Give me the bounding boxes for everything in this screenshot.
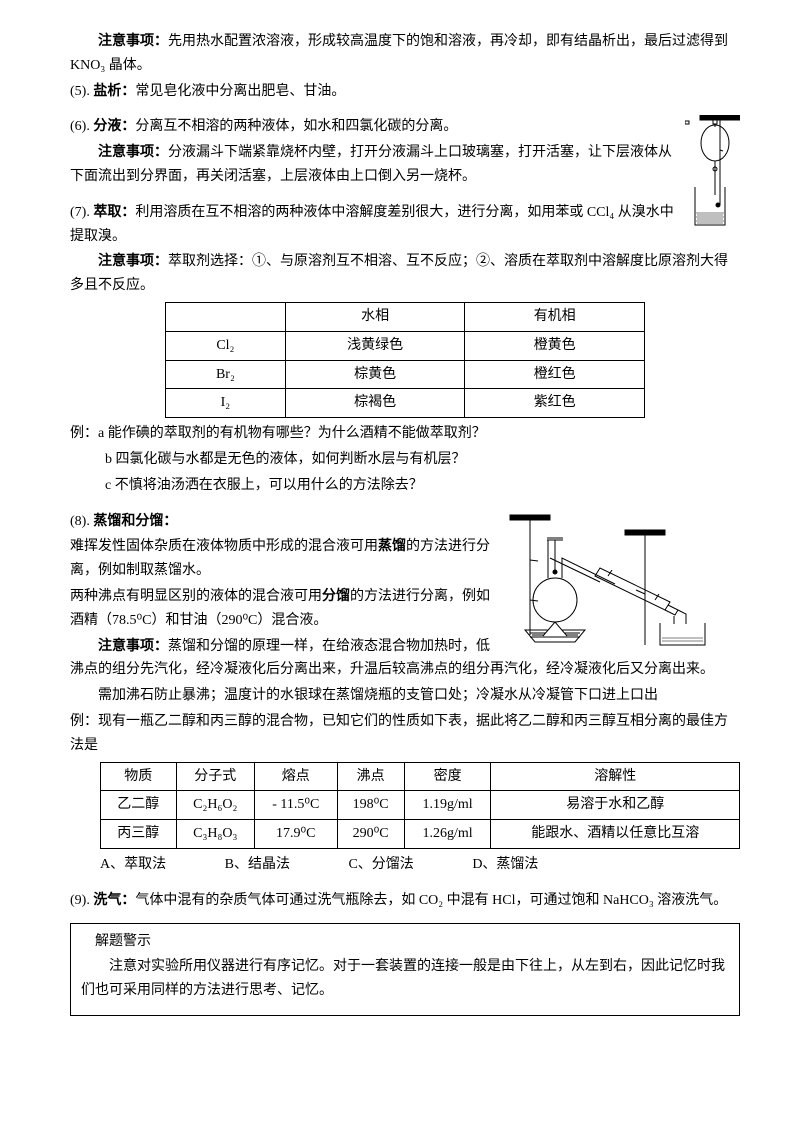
section-gaswash: (9). 洗气：气体中混有的杂质气体可通过洗气瓶除去，如 CO₂ 中混有 HCl… [70, 889, 740, 913]
answer-choices: A、萃取法 B、结晶法 C、分馏法 D、蒸馏法 [100, 853, 740, 877]
table-cell: C₃H₈O₃ [176, 820, 255, 849]
section-salting-out: (5). 盐析：常见皂化液中分离出肥皂、甘油。 [70, 80, 740, 104]
choice-d: D、蒸馏法 [472, 853, 538, 877]
table-cell: 橙黄色 [465, 331, 645, 360]
table-cell: I₂ [166, 389, 286, 418]
example-label: 例： [70, 714, 98, 729]
example-1c: c 不慎将油汤洒在衣服上，可以用什么的方法除去？ [70, 474, 740, 498]
table-cell: 棕褐色 [285, 389, 465, 418]
section-text: 常见皂化液中分离出肥皂、甘油。 [135, 84, 345, 99]
table-cell: 1.26g/ml [404, 820, 491, 849]
table-cell: 橙红色 [465, 360, 645, 389]
table-cell: 熔点 [255, 762, 338, 791]
notice-label: 注意事项： [98, 145, 168, 160]
choice-c: C、分馏法 [348, 853, 413, 877]
section-title: 盐析： [93, 84, 135, 99]
table-cell: 密度 [404, 762, 491, 791]
section-num: (7). [70, 205, 93, 220]
section-num: (5). [70, 84, 93, 99]
section-title: 分液： [93, 119, 135, 134]
bold-term: 蒸馏 [378, 539, 406, 554]
example-label: 例： [70, 426, 98, 441]
table-cell: 易溶于水和乙醇 [491, 791, 740, 820]
table-cell: 乙二醇 [101, 791, 177, 820]
table-cell: C₂H₆O₂ [176, 791, 255, 820]
table-row: 乙二醇 C₂H₆O₂ - 11.5⁰C 198⁰C 1.19g/ml 易溶于水和… [101, 791, 740, 820]
text: 难挥发性固体杂质在液体物质中形成的混合液可用 [70, 539, 378, 554]
table-cell: 17.9⁰C [255, 820, 338, 849]
table-cell: 棕黄色 [285, 360, 465, 389]
table-row: 水相 有机相 [166, 302, 645, 331]
table-cell: - 11.5⁰C [255, 791, 338, 820]
example-text: 现有一瓶乙二醇和丙三醇的混合物，已知它们的性质如下表，据此将乙二醇和丙三醇互相分… [70, 714, 728, 753]
section-fenye: (6). 分液：分离互不相溶的两种液体，如水和四氯化碳的分离。 [70, 115, 740, 139]
section-title: 蒸馏和分馏： [93, 514, 177, 529]
table-cell: 有机相 [465, 302, 645, 331]
section-text: 利用溶质在互不相溶的两种液体中溶解度差别很大，进行分离，如用苯或 CCl₄ 从溴… [70, 205, 674, 244]
table-row: I₂ 棕褐色 紫红色 [166, 389, 645, 418]
notice-fenye: 注意事项：分液漏斗下端紧靠烧杯内壁，打开分液漏斗上口玻璃塞，打开活塞，让下层液体… [70, 141, 740, 189]
notice-label: 注意事项： [98, 639, 168, 654]
notice-text: 萃取剂选择：①、与原溶剂互不相溶、互不反应；②、溶质在萃取剂中溶解度比原溶剂大得… [70, 254, 728, 293]
table-cell: 分子式 [176, 762, 255, 791]
warning-text: 注意对实验所用仪器进行有序记忆。对于一套装置的连接一般是由下往上，从左到右，因此… [81, 955, 729, 1003]
choice-b: B、结晶法 [225, 853, 290, 877]
section-title: 洗气： [93, 893, 135, 908]
table-cell: 290⁰C [337, 820, 404, 849]
notice-crystallization: 注意事项：先用热水配置浓溶液，形成较高温度下的饱和溶液，再冷却，即有结晶析出，最… [70, 30, 740, 78]
text: 两种沸点有明显区别的液体的混合液可用 [70, 589, 322, 604]
notice-label: 注意事项： [98, 34, 168, 49]
table-row: Cl₂ 浅黄绿色 橙黄色 [166, 331, 645, 360]
table-cell: 沸点 [337, 762, 404, 791]
table-cell: 浅黄绿色 [285, 331, 465, 360]
table-cell: 物质 [101, 762, 177, 791]
table-cell: Cl₂ [166, 331, 286, 360]
table-row: Br₂ 棕黄色 橙红色 [166, 360, 645, 389]
color-phase-table: 水相 有机相 Cl₂ 浅黄绿色 橙黄色 Br₂ 棕黄色 橙红色 I₂ 棕褐色 紫… [165, 302, 645, 418]
section-text: 分离互不相溶的两种液体，如水和四氯化碳的分离。 [135, 119, 457, 134]
table-cell [166, 302, 286, 331]
distillation-figure [500, 510, 740, 650]
example-1b: b 四氯化碳与水都是无色的液体，如何判断水层与有机层？ [70, 448, 740, 472]
table-cell: 紫红色 [465, 389, 645, 418]
section-num: (9). [70, 893, 93, 908]
notice-cuiqu: 注意事项：萃取剂选择：①、与原溶剂互不相溶、互不反应；②、溶质在萃取剂中溶解度比… [70, 250, 740, 298]
choice-a: A、萃取法 [100, 853, 166, 877]
bold-term: 分馏 [322, 589, 350, 604]
table-cell: 1.19g/ml [404, 791, 491, 820]
table-cell: 水相 [285, 302, 465, 331]
notice-label: 注意事项： [98, 254, 168, 269]
example-1: 例：a 能作碘的萃取剂的有机物有哪些？为什么酒精不能做萃取剂？ [70, 422, 740, 446]
table-cell: 溶解性 [491, 762, 740, 791]
notice-text: 先用热水配置浓溶液，形成较高温度下的饱和溶液，再冷却，即有结晶析出，最后过滤得到… [70, 34, 728, 73]
table-row: 丙三醇 C₃H₈O₃ 17.9⁰C 290⁰C 1.26g/ml 能跟水、酒精以… [101, 820, 740, 849]
separating-funnel-figure [685, 115, 740, 235]
properties-table: 物质 分子式 熔点 沸点 密度 溶解性 乙二醇 C₂H₆O₂ - 11.5⁰C … [100, 762, 740, 849]
section-num: (8). [70, 514, 93, 529]
table-cell: 能跟水、酒精以任意比互溶 [491, 820, 740, 849]
distill-extra-note: 需加沸石防止暴沸；温度计的水银球在蒸馏烧瓶的支管口处；冷凝水从冷凝管下口进上口出 [70, 684, 740, 708]
section-num: (6). [70, 119, 93, 134]
section-title: 萃取： [93, 205, 135, 220]
section-cuiqu: (7). 萃取：利用溶质在互不相溶的两种液体中溶解度差别很大，进行分离，如用苯或… [70, 201, 740, 249]
example-text: a 能作碘的萃取剂的有机物有哪些？为什么酒精不能做萃取剂？ [98, 426, 486, 441]
example-2: 例：现有一瓶乙二醇和丙三醇的混合物，已知它们的性质如下表，据此将乙二醇和丙三醇互… [70, 710, 740, 758]
table-row: 物质 分子式 熔点 沸点 密度 溶解性 [101, 762, 740, 791]
table-cell: Br₂ [166, 360, 286, 389]
warning-box: 解题警示 注意对实验所用仪器进行有序记忆。对于一套装置的连接一般是由下往上，从左… [70, 923, 740, 1016]
table-cell: 丙三醇 [101, 820, 177, 849]
table-cell: 198⁰C [337, 791, 404, 820]
section-text: 气体中混有的杂质气体可通过洗气瓶除去，如 CO₂ 中混有 HCl，可通过饱和 N… [135, 893, 727, 908]
warning-title: 解题警示 [81, 930, 729, 954]
